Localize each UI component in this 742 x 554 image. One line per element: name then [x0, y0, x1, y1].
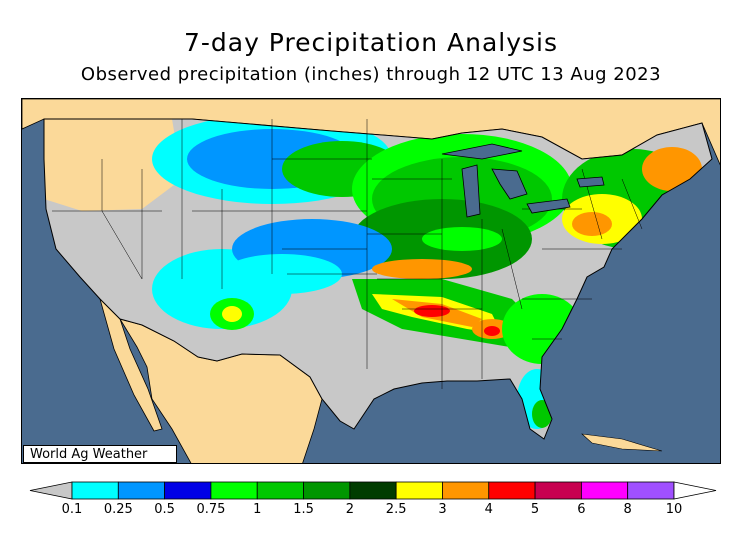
baja-land: [99, 297, 163, 432]
map-subtitle: Observed precipitation (inches) through …: [80, 64, 662, 85]
legend-tick-label: 4: [485, 502, 493, 517]
cuba-land: [581, 433, 663, 452]
legend-swatch: [580, 481, 629, 500]
map-canvas: [22, 99, 720, 463]
legend-tick-label: 1: [253, 502, 261, 517]
legend-tick-label: 1.5: [293, 502, 314, 517]
legend-bar: 0.1 0.25 0.5 0.75 1 1.5 2 2.5 3 4 5 6 8 10: [29, 481, 717, 517]
great-lakes: [441, 143, 605, 218]
legend-tick-label: 2: [346, 502, 354, 517]
state-boundaries: [52, 119, 643, 389]
legend-swatch: [627, 481, 675, 500]
legend-tick-label: 0.5: [154, 502, 175, 517]
color-legend: 0.1 0.25 0.5 0.75 1 1.5 2 2.5 3 4 5 6 8 10: [29, 481, 720, 522]
legend-swatch: [303, 481, 351, 500]
legend-swatch: [256, 481, 304, 500]
legend-tick-label: 3: [438, 502, 446, 517]
legend-tick-label: 2.5: [386, 502, 407, 517]
legend-swatch: [488, 481, 536, 500]
legend-arrow-high: [673, 481, 717, 500]
legend-tick-label: 8: [624, 502, 632, 517]
legend-tick-label: 0.25: [104, 502, 133, 517]
legend-swatch: [71, 481, 119, 500]
credit-label: World Ag Weather: [23, 445, 177, 463]
legend-tick-label: 5: [531, 502, 539, 517]
legend-swatch: [534, 481, 582, 500]
legend-arrow-low: [29, 481, 73, 500]
legend-tick-label: 0.1: [62, 502, 83, 517]
legend-swatch: [442, 481, 490, 500]
legend-swatch: [117, 481, 166, 500]
map-title: 7-day Precipitation Analysis: [183, 28, 559, 57]
legend-tick-label: 0.75: [196, 502, 225, 517]
precipitation-map: [21, 98, 721, 464]
legend-swatch: [395, 481, 443, 500]
legend-swatch: [210, 481, 258, 500]
precipitation-shading: [44, 119, 702, 429]
legend-swatch: [349, 481, 397, 500]
legend-tick-label: 10: [666, 502, 683, 517]
legend-tick-label: 6: [577, 502, 585, 517]
legend-swatch: [164, 481, 212, 500]
